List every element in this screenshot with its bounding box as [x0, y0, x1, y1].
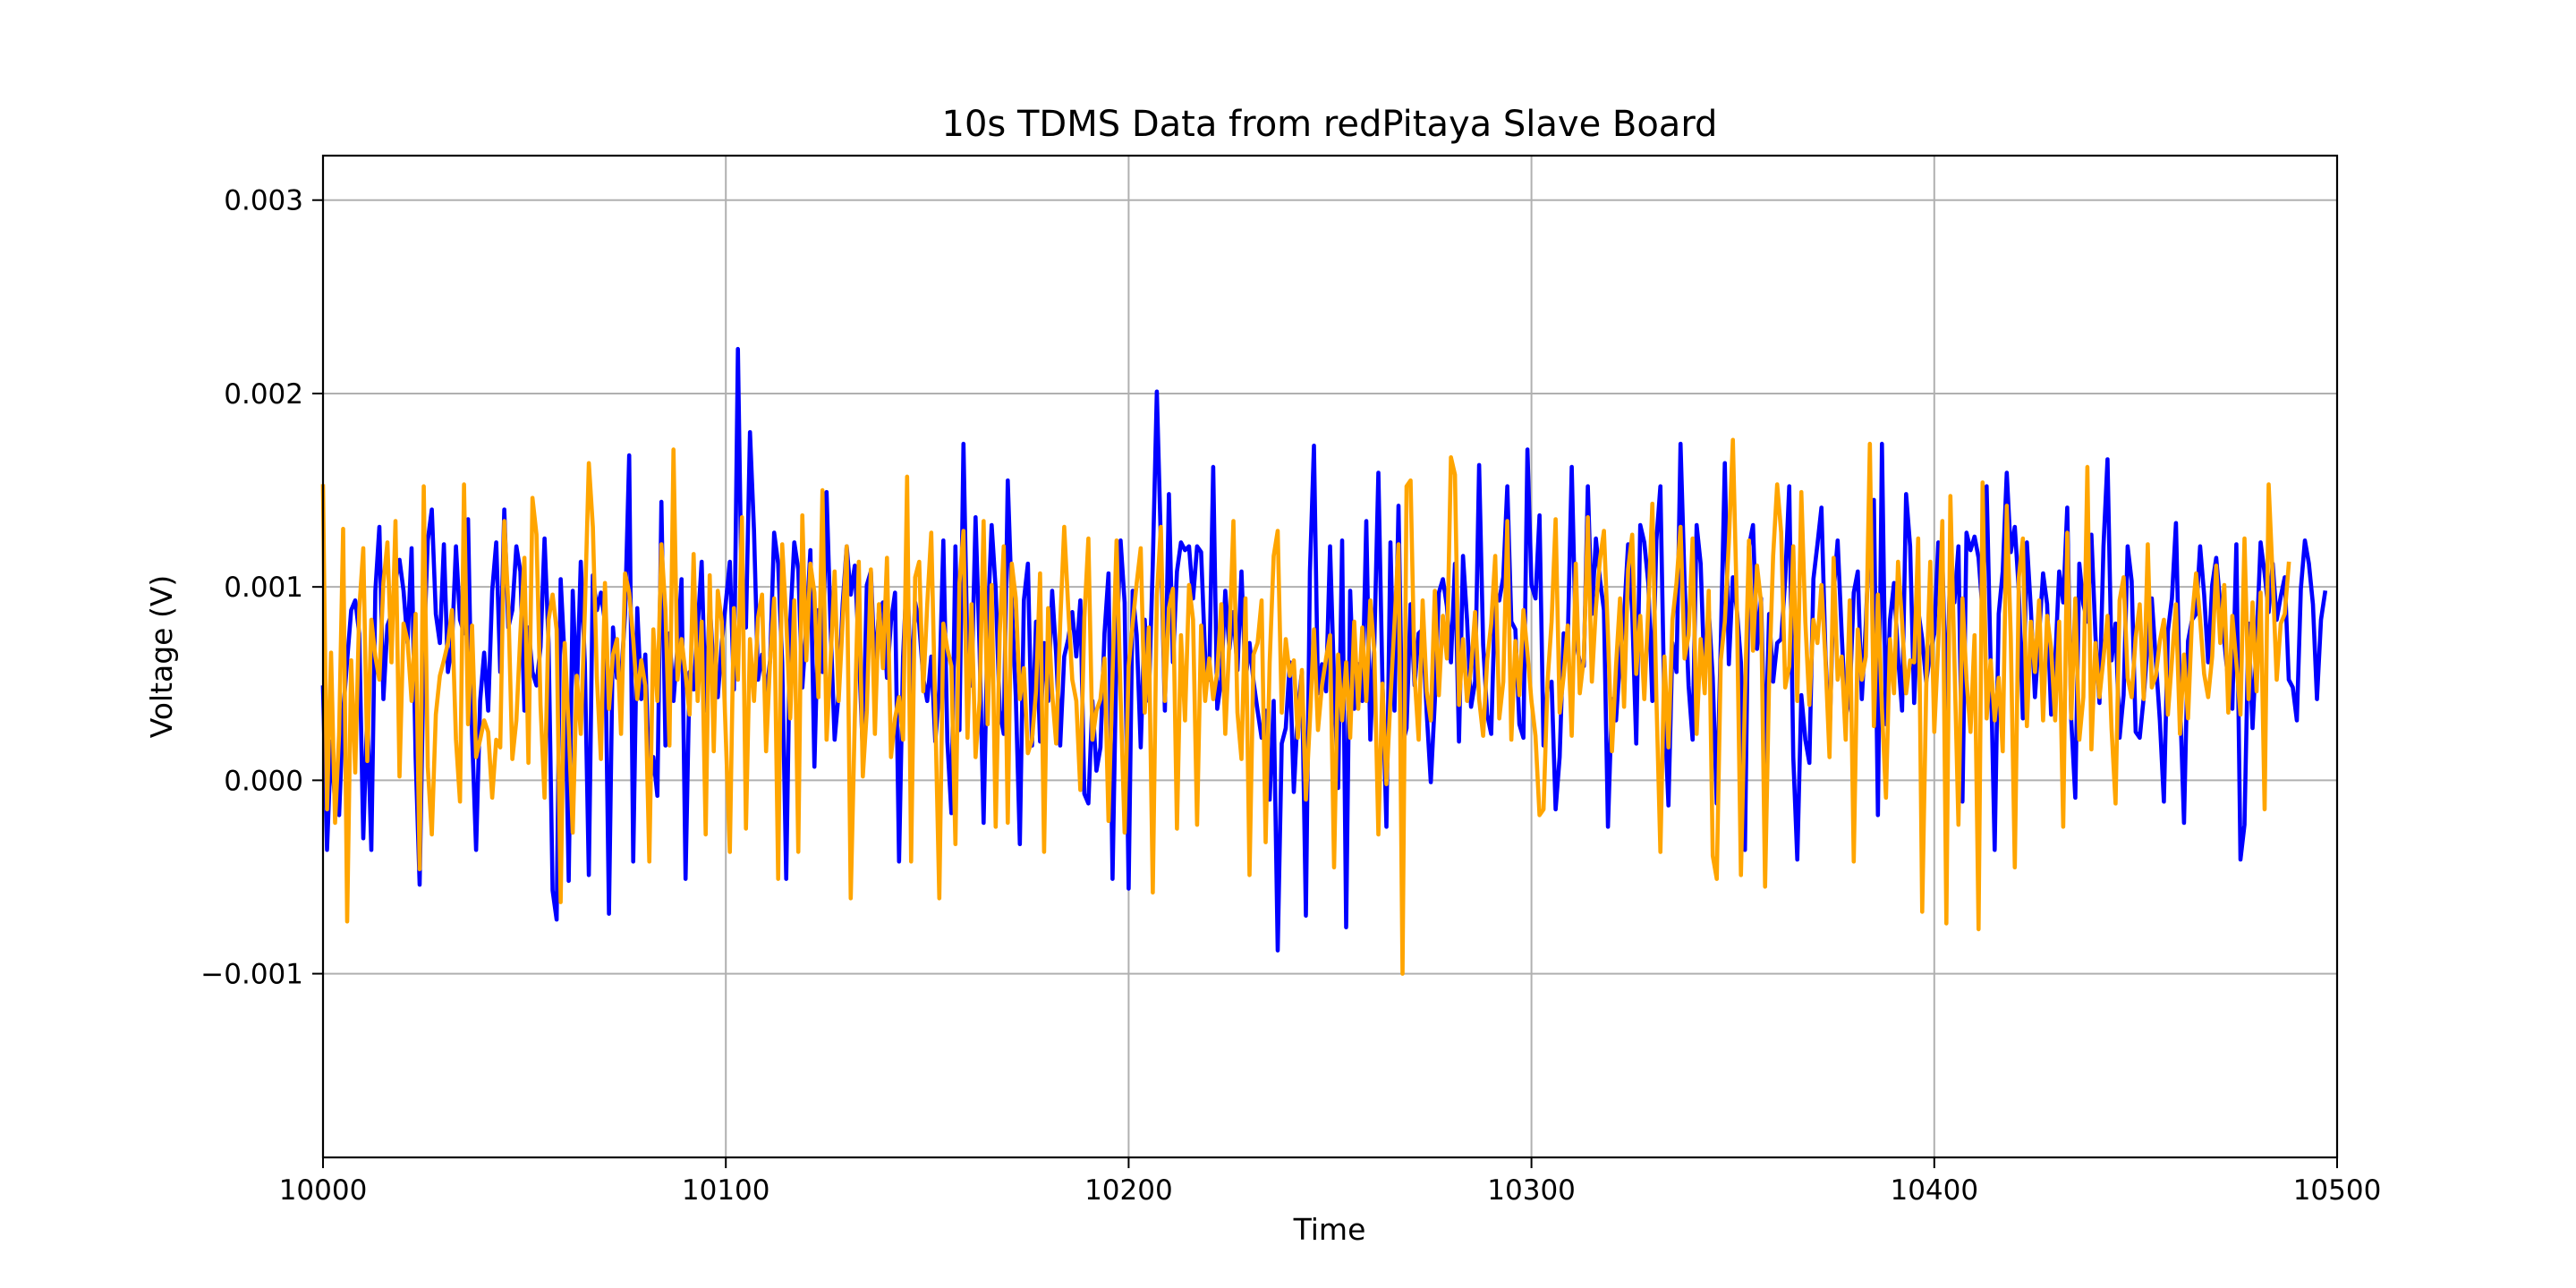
y-axis: 0.003 0.002 0.001 0.000 −0.001: [200, 185, 323, 991]
y-tick-label: 0.002: [224, 378, 303, 411]
x-axis-label: Time: [1293, 1212, 1366, 1247]
data-series: [320, 346, 2328, 976]
plot-frame: [321, 154, 2339, 1159]
series-line-2: [320, 437, 2291, 976]
x-tick-label: 10200: [1084, 1174, 1173, 1207]
y-tick-label: −0.001: [200, 959, 303, 991]
x-tick-label: 10500: [2293, 1174, 2382, 1207]
x-tick-label: 10100: [682, 1174, 770, 1207]
x-tick-label: 10000: [279, 1174, 368, 1207]
y-axis-label: Voltage (V): [144, 575, 179, 739]
x-tick-label: 10400: [1890, 1174, 1978, 1207]
y-tick-label: 0.003: [224, 185, 303, 217]
x-axis: 10000 10100 10200 10300 10400 10500: [279, 1157, 2382, 1207]
chart-title: 10s TDMS Data from redPitaya Slave Board: [942, 104, 1718, 145]
y-tick-label: 0.000: [224, 765, 303, 797]
y-tick-label: 0.001: [224, 572, 303, 604]
x-tick-label: 10300: [1487, 1174, 1576, 1207]
